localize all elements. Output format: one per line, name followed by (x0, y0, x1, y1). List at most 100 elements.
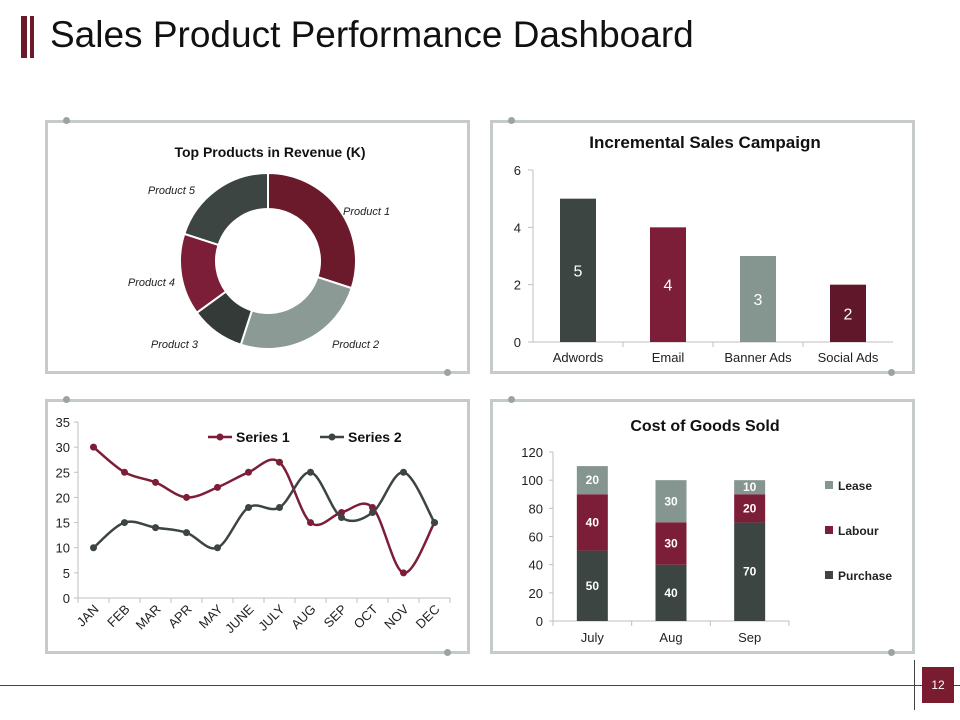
bar (650, 227, 686, 342)
x-tick-label: Adwords (553, 350, 604, 365)
data-point (90, 544, 97, 552)
data-point (369, 509, 376, 517)
data-point (338, 514, 345, 522)
slice-label: Product 5 (148, 185, 196, 197)
data-point (90, 443, 97, 451)
data-point (245, 503, 252, 511)
x-tick-label: July (581, 630, 605, 645)
footer-rule (0, 685, 960, 686)
footer-divider (914, 660, 915, 710)
data-point (152, 524, 159, 532)
donut-panel: Top Products in Revenue (K) Product 1 Prod… (45, 120, 470, 374)
panel-corner-dot (63, 396, 70, 403)
y-tick-label: 0 (514, 335, 521, 350)
slice-label: Product 3 (151, 339, 199, 351)
slice-label: Product 1 (343, 206, 390, 218)
y-tick-label: 15 (56, 516, 70, 531)
data-point (400, 468, 407, 476)
data-point (276, 503, 283, 511)
x-tick-label: Sep (738, 630, 761, 645)
page-number-badge: 12 (922, 667, 954, 703)
data-point (431, 519, 438, 527)
bar (740, 256, 776, 342)
legend-swatch (825, 571, 833, 579)
panel-corner-dot (508, 396, 515, 403)
segment-data-label: 40 (664, 586, 678, 600)
y-tick-label: 35 (56, 415, 70, 430)
x-tick-label: Aug (659, 630, 682, 645)
y-tick-label: 4 (514, 220, 521, 235)
x-tick-label: JAN (74, 602, 102, 630)
x-tick-label: DEC (413, 602, 443, 632)
bar-data-label: 4 (664, 278, 673, 295)
x-tick-label: SEP (321, 602, 350, 631)
bar-chart: Incremental Sales Campaign 0 2 4 6 5 Adwords 4 E… (514, 133, 893, 365)
x-tick-label: MAR (133, 602, 164, 633)
panel-corner-dot (888, 649, 895, 656)
bar-panel: Incremental Sales Campaign 0 2 4 6 5 Adwords 4 E… (490, 120, 915, 374)
x-tick-label: Social Ads (818, 350, 879, 365)
title-accent-stripe-thick (21, 16, 27, 58)
data-point (121, 468, 128, 476)
data-point (307, 468, 314, 476)
x-tick-label: Email (652, 350, 685, 365)
stacked-segment (734, 522, 766, 621)
line-panel: 0 5 10 15 20 25 30 35 JAN FEB MAR APR MAY JUNE JULY AUG… (45, 399, 470, 654)
y-tick-label: 80 (529, 501, 543, 516)
y-tick-label: 20 (56, 490, 70, 505)
legend-marker (328, 433, 336, 441)
slice-label: Product 2 (332, 339, 379, 351)
data-point (245, 468, 252, 476)
legend-label: Series 2 (348, 429, 402, 445)
stacked-segment (655, 522, 687, 565)
data-point (214, 483, 221, 491)
chart-title: Top Products in Revenue (K) (174, 144, 365, 160)
stacked-bar-chart: Cost of Goods Sold 0 20 40 60 80 100 120 50 40 20 J… (521, 418, 892, 645)
legend-label: Labour (838, 524, 879, 538)
stacked-segment (576, 466, 608, 495)
legend-label: Series 1 (236, 429, 290, 445)
y-tick-label: 20 (529, 586, 543, 601)
title-accent-stripe-thin (30, 16, 34, 58)
stacked-panel: Cost of Goods Sold 0 20 40 60 80 100 120 50 40 20 J… (490, 399, 915, 654)
bar-data-label: 3 (754, 292, 763, 309)
segment-data-label: 30 (664, 494, 678, 508)
legend-swatch (825, 481, 833, 489)
data-point (307, 519, 314, 527)
legend-label: Lease (838, 479, 872, 493)
y-tick-label: 100 (521, 473, 543, 488)
stacked-segment (655, 480, 687, 523)
x-tick-label: JULY (255, 601, 288, 634)
x-tick-label: NOV (381, 601, 412, 632)
x-tick-label: Banner Ads (724, 350, 792, 365)
segment-data-label: 20 (586, 473, 600, 487)
segment-data-label: 50 (586, 579, 600, 593)
data-point (400, 569, 407, 577)
segment-data-label: 10 (743, 480, 757, 494)
panel-corner-dot (63, 117, 70, 124)
segment-data-label: 30 (664, 537, 678, 551)
stacked-segment (655, 564, 687, 621)
bar (560, 198, 596, 342)
y-tick-label: 25 (56, 465, 70, 480)
data-point (152, 478, 159, 486)
panel-corner-dot (508, 117, 515, 124)
y-tick-label: 5 (63, 566, 70, 581)
stacked-segment (734, 480, 766, 495)
chart-title: Incremental Sales Campaign (589, 133, 820, 152)
chart-title: Cost of Goods Sold (630, 418, 779, 435)
y-tick-label: 2 (514, 278, 521, 293)
y-tick-label: 0 (536, 614, 543, 629)
stacked-segment (576, 550, 608, 621)
x-tick-label: AUG (288, 602, 319, 633)
x-tick-label: FEB (104, 602, 132, 630)
y-tick-label: 0 (63, 591, 70, 606)
donut-slice (267, 171, 357, 290)
panel-corner-dot (444, 369, 451, 376)
series-line (92, 471, 436, 550)
segment-data-label: 20 (743, 501, 757, 515)
donut-chart: Top Products in Revenue (K) Product 1 Prod… (128, 144, 390, 351)
panel-corner-dot (444, 649, 451, 656)
donut-slice (183, 171, 269, 247)
